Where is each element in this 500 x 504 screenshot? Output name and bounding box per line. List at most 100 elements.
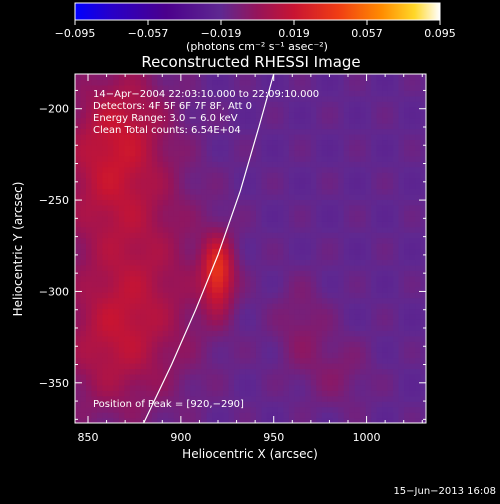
heatmap-cell	[217, 90, 224, 97]
heatmap-cell	[272, 221, 279, 228]
heatmap-cell	[255, 183, 263, 190]
heatmap-cell	[239, 270, 246, 277]
heatmap-cell	[277, 79, 284, 86]
heatmap-cell	[146, 84, 153, 91]
heatmap-cell	[288, 232, 295, 239]
heatmap-cell	[217, 193, 224, 201]
heatmap-cell	[261, 139, 268, 146]
heatmap-cell	[338, 172, 345, 179]
heatmap-cell	[75, 335, 82, 342]
heatmap-cell	[245, 90, 252, 97]
heatmap-cell	[332, 259, 339, 266]
heatmap-cell	[255, 384, 263, 391]
heatmap-cell	[415, 384, 422, 391]
heatmap-cell	[420, 308, 426, 315]
heatmap-cell	[190, 270, 197, 277]
heatmap-cell	[316, 155, 323, 162]
heatmap-cell	[360, 330, 367, 337]
heatmap-cell	[294, 363, 301, 370]
heatmap-cell	[277, 417, 284, 423]
heatmap-cell	[146, 248, 153, 255]
heatmap-cell	[305, 84, 312, 91]
heatmap-cell	[332, 84, 339, 91]
heatmap-cell	[316, 264, 323, 271]
heatmap-cell	[102, 335, 109, 342]
heatmap-cell	[146, 237, 153, 244]
heatmap-cell	[299, 275, 306, 282]
heatmap-cell	[190, 193, 197, 201]
heatmap-cell	[354, 204, 361, 211]
heatmap-cell	[294, 204, 301, 211]
heatmap-cell	[360, 243, 367, 250]
heatmap-cell	[113, 319, 120, 326]
heatmap-cell	[420, 352, 426, 359]
heatmap-cell	[135, 128, 142, 135]
heatmap-cell	[376, 117, 383, 124]
heatmap-cell	[376, 155, 383, 162]
heatmap-cell	[272, 270, 279, 277]
heatmap-cell	[409, 401, 416, 408]
heatmap-cell	[151, 117, 158, 124]
heatmap-cell	[239, 357, 246, 364]
heatmap-cell	[157, 319, 164, 326]
heatmap-cell	[343, 188, 350, 195]
heatmap-cell	[321, 243, 328, 250]
heatmap-cell	[151, 253, 158, 260]
heatmap-cell	[162, 177, 169, 184]
heatmap-cell	[294, 177, 301, 184]
heatmap-cell	[201, 324, 208, 331]
heatmap-cell	[190, 84, 197, 91]
heatmap-cell	[190, 406, 197, 413]
heatmap-cell	[332, 417, 339, 423]
heatmap-cell	[107, 150, 114, 157]
heatmap-cell	[102, 313, 109, 320]
heatmap-cell	[283, 79, 290, 86]
heatmap-cell	[206, 204, 213, 211]
heatmap-cell	[354, 112, 361, 119]
heatmap-cell	[179, 324, 186, 331]
heatmap-cell	[118, 341, 125, 348]
heatmap-cell	[349, 243, 356, 250]
heatmap-cell	[404, 139, 411, 146]
heatmap-cell	[124, 95, 131, 102]
heatmap-cell	[113, 357, 120, 364]
heatmap-cell	[266, 297, 274, 304]
heatmap-cell	[140, 79, 147, 86]
heatmap-cell	[179, 155, 186, 162]
heatmap-cell	[245, 112, 252, 119]
heatmap-cell	[201, 313, 208, 320]
heatmap-cell	[239, 183, 246, 190]
heatmap-cell	[305, 133, 312, 141]
heatmap-cell	[157, 303, 164, 310]
heatmap-cell	[283, 281, 290, 288]
heatmap-cell	[288, 264, 295, 271]
heatmap-cell	[173, 123, 180, 130]
heatmap-cell	[96, 395, 104, 402]
heatmap-cell	[184, 204, 191, 211]
heatmap-cell	[305, 139, 312, 146]
heatmap-cell	[102, 155, 109, 162]
heatmap-cell	[195, 346, 202, 353]
heatmap-cell	[168, 324, 175, 331]
heatmap-cell	[343, 363, 350, 370]
heatmap-cell	[223, 74, 230, 81]
heatmap-cell	[124, 237, 131, 244]
heatmap-cell	[371, 74, 378, 81]
heatmap-cell	[393, 177, 400, 184]
heatmap-cell	[195, 243, 202, 250]
heatmap-cell	[102, 412, 109, 419]
heatmap-cell	[173, 384, 180, 391]
heatmap-cell	[113, 166, 120, 173]
heatmap-cell	[277, 204, 284, 211]
heatmap-cell	[80, 123, 87, 130]
heatmap-cell	[135, 79, 142, 86]
heatmap-cell	[398, 74, 405, 81]
heatmap-cell	[250, 243, 257, 250]
heatmap-cell	[338, 117, 345, 124]
heatmap-cell	[151, 226, 158, 233]
heatmap-cell	[234, 270, 241, 277]
heatmap-cell	[107, 84, 114, 91]
heatmap-cell	[85, 79, 93, 86]
heatmap-cell	[91, 128, 98, 135]
heatmap-cell	[201, 379, 208, 386]
